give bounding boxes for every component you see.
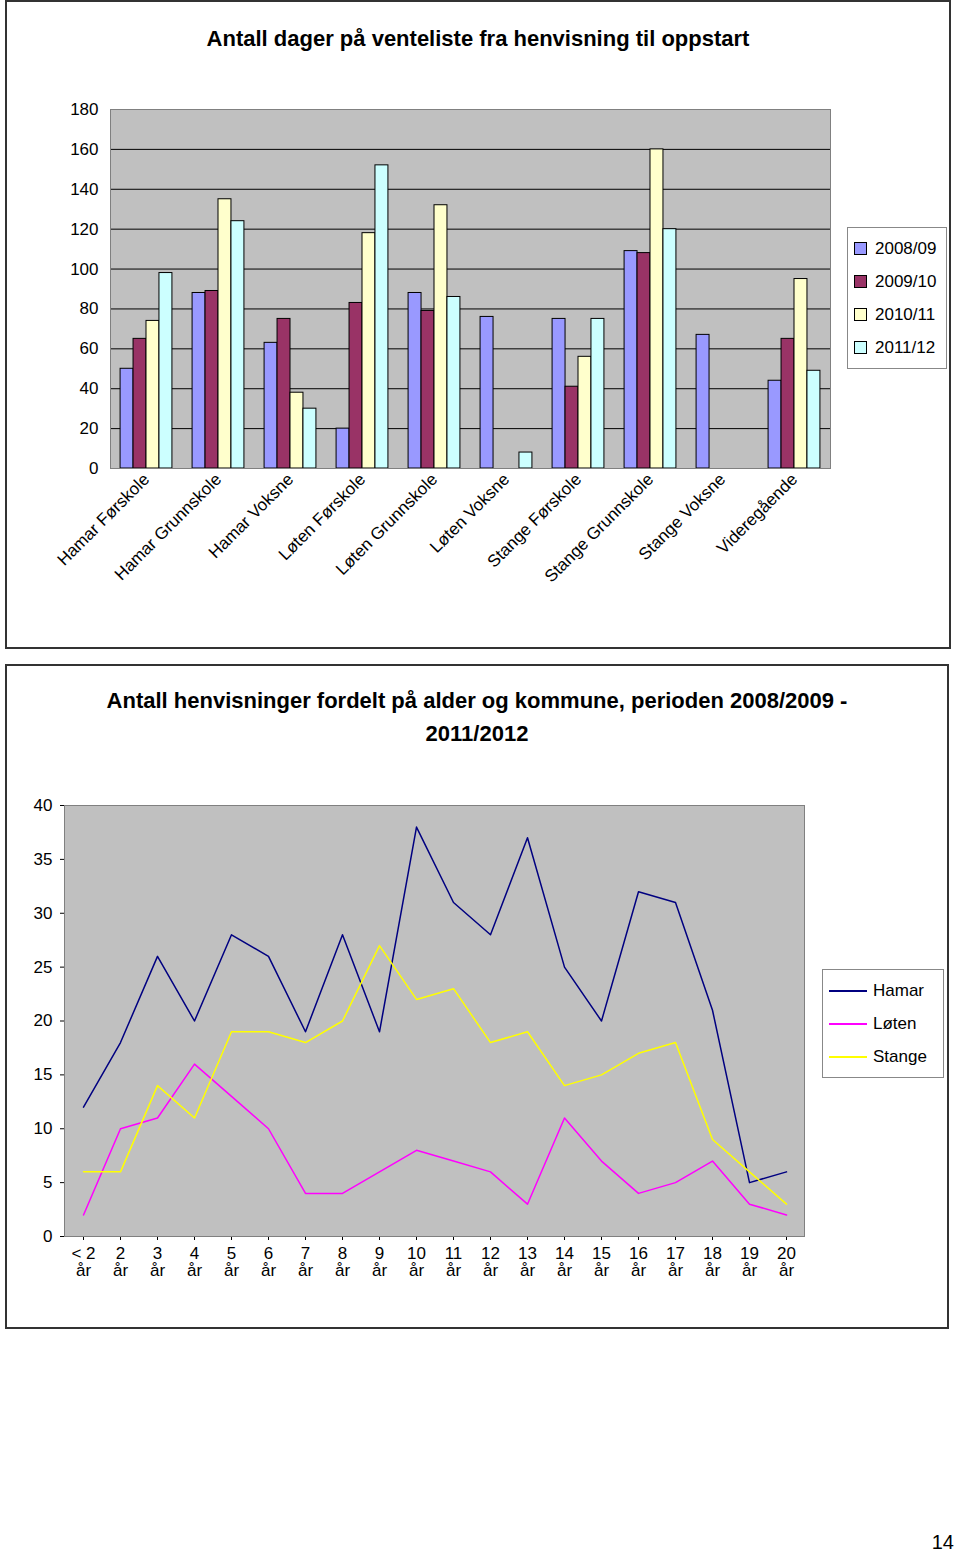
svg-text:Hamar Førskole: Hamar Førskole bbox=[53, 469, 154, 570]
svg-text:2år: 2år bbox=[113, 1244, 128, 1280]
svg-text:Videregående: Videregående bbox=[713, 470, 801, 558]
svg-text:9år: 9år bbox=[372, 1244, 387, 1280]
html-text:Antall dager på venteliste fra: Antall dager på venteliste fra henvisnin… bbox=[206, 26, 750, 51]
svg-text:5år: 5år bbox=[224, 1244, 239, 1280]
svg-text:35: 35 bbox=[34, 850, 53, 869]
html-text:Antall henvisninger fordelt på: Antall henvisninger fordelt på alder og … bbox=[106, 688, 848, 746]
html-text:Stange: Stange bbox=[873, 1046, 927, 1066]
svg-text:0: 0 bbox=[89, 459, 98, 478]
svg-text:25: 25 bbox=[34, 958, 53, 977]
svg-text:10: 10 bbox=[34, 1119, 53, 1138]
svg-text:120: 120 bbox=[70, 220, 98, 239]
svg-text:7år: 7år bbox=[298, 1244, 313, 1280]
svg-text:160: 160 bbox=[70, 140, 98, 159]
svg-text:20: 20 bbox=[80, 419, 99, 438]
html-text:2011/12: 2011/12 bbox=[875, 337, 936, 357]
svg-text:Løten Grunnskole: Løten Grunnskole bbox=[332, 470, 441, 579]
html-text:2009/10: 2009/10 bbox=[875, 271, 937, 291]
svg-text:8år: 8år bbox=[335, 1244, 350, 1280]
svg-text:16år: 16år bbox=[629, 1244, 648, 1280]
svg-text:Stange Førskole: Stange Førskole bbox=[483, 469, 586, 572]
svg-text:Løten Førskole: Løten Førskole bbox=[274, 469, 370, 564]
svg-text:17år: 17år bbox=[666, 1244, 685, 1280]
svg-text:15år: 15år bbox=[592, 1244, 611, 1280]
html-text:14: 14 bbox=[931, 1531, 954, 1553]
html-text:Løten: Løten bbox=[873, 1013, 917, 1033]
svg-text:13år: 13år bbox=[518, 1244, 537, 1280]
svg-text:Hamar Voksne: Hamar Voksne bbox=[204, 469, 298, 562]
svg-text:5: 5 bbox=[43, 1173, 52, 1192]
svg-text:80: 80 bbox=[80, 299, 99, 318]
svg-text:4år: 4år bbox=[187, 1244, 202, 1280]
html-text:2008/09: 2008/09 bbox=[875, 238, 937, 258]
svg-text:40: 40 bbox=[34, 796, 53, 815]
svg-text:Stange Voksne: Stange Voksne bbox=[635, 470, 729, 564]
svg-text:3år: 3år bbox=[150, 1244, 165, 1280]
svg-text:18år: 18år bbox=[703, 1244, 722, 1280]
svg-text:12år: 12år bbox=[481, 1244, 500, 1280]
svg-text:11år: 11år bbox=[445, 1244, 463, 1280]
svg-text:19år: 19år bbox=[740, 1244, 759, 1280]
svg-text:10år: 10år bbox=[407, 1244, 426, 1280]
svg-text:Hamar Grunnskole: Hamar Grunnskole bbox=[111, 470, 225, 584]
svg-text:0: 0 bbox=[43, 1227, 52, 1246]
svg-text:30: 30 bbox=[34, 904, 53, 923]
svg-text:40: 40 bbox=[80, 379, 99, 398]
svg-text:15: 15 bbox=[34, 1065, 53, 1084]
svg-text:60: 60 bbox=[80, 339, 99, 358]
svg-text:6år: 6år bbox=[261, 1244, 276, 1280]
svg-text:< 2år: < 2år bbox=[71, 1244, 95, 1280]
svg-text:20: 20 bbox=[34, 1011, 53, 1030]
svg-text:Løten Voksne: Løten Voksne bbox=[426, 469, 514, 557]
svg-text:100: 100 bbox=[70, 259, 98, 278]
svg-text:20år: 20år bbox=[777, 1244, 796, 1280]
svg-text:14år: 14år bbox=[555, 1244, 574, 1280]
html-text:2010/11: 2010/11 bbox=[875, 304, 936, 324]
svg-text:180: 180 bbox=[70, 100, 98, 119]
svg-text:Stange Grunnskole: Stange Grunnskole bbox=[541, 470, 657, 586]
svg-text:140: 140 bbox=[70, 180, 98, 199]
html-text:Hamar: Hamar bbox=[873, 980, 924, 1000]
